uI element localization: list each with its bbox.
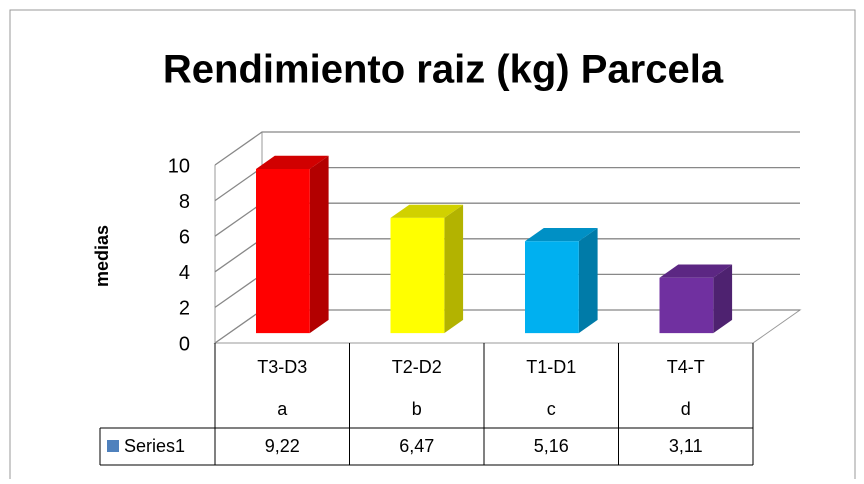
bar-side [309,155,329,334]
table-value: 9,22 [265,436,300,456]
bar-top [659,264,733,278]
y-tick-label: 4 [179,262,190,284]
bar-front [256,168,310,334]
x-tick-label: T1-D1 [526,357,576,377]
table-value: 3,11 [669,436,703,456]
bar-front [659,277,714,334]
table-value: 6,47 [399,436,434,456]
bar-front [525,241,579,334]
y-tick-label: 2 [179,298,190,320]
bar-top [525,228,598,242]
x-subcategory-label: a [277,399,288,419]
x-subcategory-label: b [412,399,422,419]
legend-swatch [107,440,119,452]
bar-top [256,155,329,169]
x-subcategory-label: d [681,399,691,419]
y-tick-label: 10 [168,155,190,177]
bar-front [390,217,445,334]
y-tick-label: 6 [179,226,190,248]
chart-title: Rendimiento raiz (kg) Parcela [163,48,724,92]
x-tick-label: T2-D2 [392,357,442,377]
x-tick-label: T4-T [667,357,705,377]
grid-line [214,131,800,166]
bar-side [444,204,464,334]
x-subcategory-label: c [547,399,556,419]
x-tick-label: T3-D3 [257,357,307,377]
table-value: 5,16 [534,436,569,456]
legend-label: Series1 [124,436,185,456]
y-tick-label: 8 [179,191,190,213]
bar-side [578,228,598,334]
y-axis-label: medias [92,225,112,287]
y-tick-label: 0 [179,333,190,355]
bar-top [390,204,464,218]
bar-side [713,264,733,334]
